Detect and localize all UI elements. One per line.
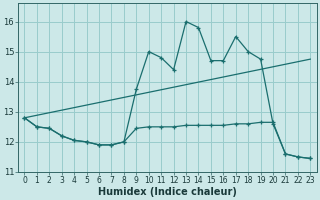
X-axis label: Humidex (Indice chaleur): Humidex (Indice chaleur): [98, 187, 237, 197]
